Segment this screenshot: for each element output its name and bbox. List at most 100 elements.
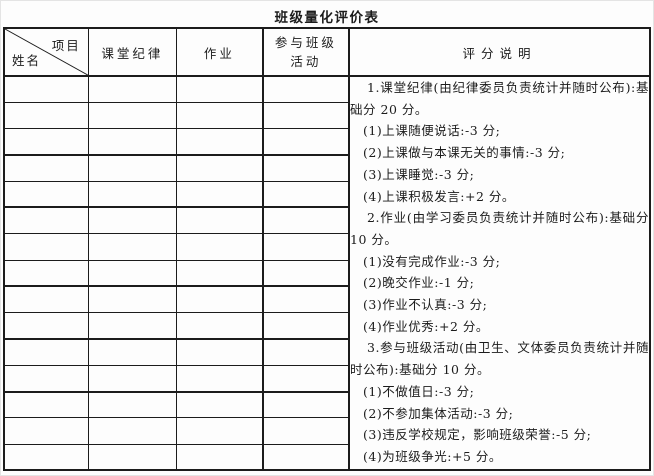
- empty-cell: [261, 154, 350, 182]
- empty-cell: [176, 180, 264, 209]
- table-row: [3, 101, 650, 130]
- empty-cell: [3, 312, 89, 340]
- empty-cell: [3, 443, 89, 471]
- scoring-item: (1)没有完成作业:-3 分;: [363, 253, 501, 269]
- empty-cell: [261, 364, 350, 393]
- scoring-item: (4)上课积极发言:+2 分。: [363, 188, 515, 204]
- empty-cell: [87, 101, 178, 130]
- empty-cell: [176, 312, 264, 340]
- diagonal-line: [5, 29, 88, 75]
- empty-cell: [261, 391, 350, 419]
- header-row: 项目 姓名 课堂纪律 作业 参与班级 活动 评分说明: [3, 27, 651, 77]
- empty-cell: [3, 417, 89, 445]
- scoring-section-2-heading: 2.作业(由学习委员负责统计并随时公布):基础分 10 分。: [350, 210, 649, 247]
- scoring-item: (4)为班级争光:+5 分。: [363, 448, 502, 464]
- scoring-item: (4)作业优秀:+2 分。: [363, 318, 489, 334]
- scoring-item: (3)违反学校规定，影响班级荣誉:-5 分;: [363, 427, 592, 443]
- empty-cell: [3, 338, 89, 366]
- activity-label-line1: 参与班级: [274, 35, 337, 50]
- empty-cell: [87, 443, 178, 471]
- column-header-homework: 作业: [176, 27, 264, 77]
- table-row: [3, 233, 650, 261]
- activity-label-line2: 活动: [290, 54, 322, 69]
- empty-cell: [3, 206, 89, 235]
- empty-cell: [3, 154, 89, 182]
- empty-cell: [87, 417, 178, 445]
- empty-cell: [87, 285, 178, 314]
- table-row: [3, 443, 650, 471]
- empty-cell: [261, 128, 350, 156]
- empty-cell: [3, 259, 89, 288]
- empty-cell: [261, 338, 350, 366]
- scoring-item: (2)上课做与本课无关的事情:-3 分;: [363, 145, 566, 161]
- empty-cell: [176, 75, 264, 103]
- column-header-notes: 评分说明: [348, 27, 651, 77]
- column-header-activity: 参与班级 活动: [261, 27, 350, 77]
- empty-cell: [176, 101, 264, 130]
- empty-cell: [176, 338, 264, 366]
- empty-cell: [261, 417, 350, 445]
- empty-cell: [3, 101, 89, 130]
- scoring-section-1-heading: 1.课堂纪律(由纪律委员负责统计并随时公布):基础分 20 分。: [350, 80, 649, 117]
- empty-cell: [176, 154, 264, 182]
- empty-cell: [176, 233, 264, 261]
- empty-cell: [176, 128, 264, 156]
- empty-cell: [176, 391, 264, 419]
- table-row: [3, 391, 650, 419]
- table-row: [3, 128, 650, 156]
- evaluation-table: 项目 姓名 课堂纪律 作业 参与班级 活动 评分说明 1.课堂纪律(由纪律委员负…: [3, 27, 651, 472]
- empty-cell: [3, 364, 89, 393]
- empty-cell: [176, 417, 264, 445]
- scoring-item: (2)晚交作业:-1 分;: [363, 275, 475, 291]
- corner-name-label: 姓名: [12, 53, 42, 68]
- empty-cell: [87, 180, 178, 209]
- empty-cell: [3, 128, 89, 156]
- empty-cell: [261, 233, 350, 261]
- empty-cell: [87, 128, 178, 156]
- table-row: [3, 417, 650, 445]
- page-title: 班级量化评价表: [274, 10, 380, 26]
- empty-cell: [87, 364, 178, 393]
- scoring-notes-cell: 1.课堂纪律(由纪律委员负责统计并随时公布):基础分 20 分。 (1)上课随便…: [348, 75, 651, 471]
- table-row: [3, 180, 650, 209]
- corner-project-label: 项目: [51, 38, 81, 53]
- scoring-item: (2)不参加集体活动:-3 分;: [363, 405, 514, 421]
- empty-cell: [261, 180, 350, 209]
- empty-cell: [176, 443, 264, 471]
- column-header-discipline: 课堂纪律: [87, 27, 178, 77]
- table-row: [3, 259, 650, 288]
- empty-cell: [3, 391, 89, 419]
- scoring-item: (1)不做值日:-3 分;: [363, 383, 475, 399]
- empty-cell: [87, 259, 178, 288]
- empty-cell: [87, 391, 178, 419]
- empty-cell: [87, 233, 178, 261]
- empty-cell: [261, 206, 350, 235]
- empty-cell: [261, 312, 350, 340]
- empty-cell: [261, 285, 350, 314]
- table-row: [3, 364, 650, 393]
- empty-cell: [261, 101, 350, 130]
- scoring-section-3-heading: 3.参与班级活动(由卫生、文体委员负责统计并随时公布):基础分 10 分。: [350, 340, 649, 378]
- empty-cell: [87, 338, 178, 366]
- scoring-item: (1)上课随便说话:-3 分;: [363, 123, 501, 139]
- corner-cell: 项目 姓名: [3, 27, 89, 77]
- empty-cell: [3, 180, 89, 209]
- empty-cell: [87, 312, 178, 340]
- empty-cell: [176, 206, 264, 235]
- scoring-item: (3)作业不认真:-3 分;: [363, 297, 488, 313]
- empty-cell: [3, 75, 89, 103]
- empty-cell: [176, 364, 264, 393]
- empty-cell: [3, 233, 89, 261]
- empty-cell: [87, 154, 178, 182]
- empty-cell: [176, 259, 264, 288]
- empty-cell: [3, 285, 89, 314]
- table-row: 1.课堂纪律(由纪律委员负责统计并随时公布):基础分 20 分。 (1)上课随便…: [3, 75, 651, 471]
- empty-cell: [87, 206, 178, 235]
- empty-cell: [87, 75, 178, 103]
- empty-cell: [261, 443, 350, 471]
- empty-cell: [261, 259, 350, 288]
- empty-cell: [176, 285, 264, 314]
- scoring-item: (3)上课睡觉:-3 分;: [363, 166, 475, 182]
- table-row: [3, 312, 650, 340]
